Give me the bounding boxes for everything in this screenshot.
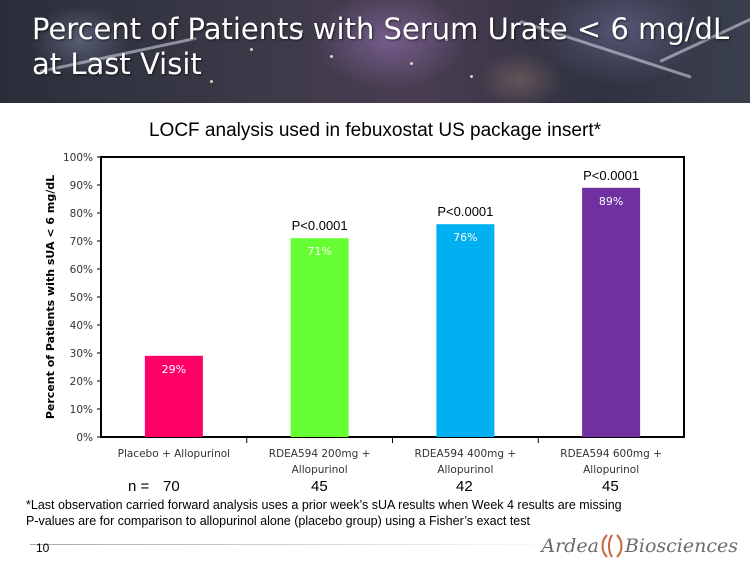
y-tick-label: 10% <box>70 404 93 416</box>
slide-number: 10 <box>36 541 50 555</box>
y-tick-label: 50% <box>70 292 93 304</box>
bar-data-label: 29% <box>162 363 186 376</box>
x-category-label: Placebo + Allopurinol <box>118 448 230 460</box>
banner-dot <box>250 48 253 51</box>
logo-text-left: Ardea <box>541 535 599 557</box>
footnote-pvalues: P-values are for comparison to allopurin… <box>26 514 530 528</box>
bar <box>144 355 203 437</box>
x-category-label: RDEA594 400mg + <box>415 448 517 460</box>
bar-data-label: 76% <box>453 231 477 244</box>
n-value-200mg: 45 <box>311 478 328 495</box>
banner-dot <box>210 80 213 83</box>
y-tick-label: 70% <box>70 236 93 248</box>
footer-divider <box>30 544 570 545</box>
y-tick-label: 0% <box>76 432 93 444</box>
footnotes: *Last observation carried forward analys… <box>26 497 736 529</box>
x-category-label: Allopurinol <box>292 464 348 476</box>
x-category-label: Allopurinol <box>583 464 639 476</box>
x-category-label: RDEA594 600mg + <box>560 448 662 460</box>
y-tick-label: 30% <box>70 348 93 360</box>
x-category-label: RDEA594 200mg + <box>269 448 371 460</box>
y-tick-label: 20% <box>70 376 93 388</box>
x-category-label: Allopurinol <box>437 464 493 476</box>
chart-subtitle: LOCF analysis used in febuxostat US pack… <box>148 120 601 141</box>
banner-dot <box>300 30 303 33</box>
bar <box>582 187 641 437</box>
footnote-locf: *Last observation carried forward analys… <box>26 498 622 512</box>
bar <box>290 238 349 437</box>
y-tick-label: 100% <box>63 152 93 164</box>
p-value-label: P<0.0001 <box>437 204 493 219</box>
slide-title: Percent of Patients with Serum Urate < 6… <box>32 12 730 81</box>
title-banner: Percent of Patients with Serum Urate < 6… <box>0 0 750 103</box>
y-tick-label: 60% <box>70 264 93 276</box>
banner-dot <box>330 55 333 58</box>
banner-dot <box>445 38 448 41</box>
n-value-600mg: 45 <box>602 478 619 495</box>
p-value-label: P<0.0001 <box>583 168 639 183</box>
banner-dot <box>410 62 413 65</box>
n-label: n = <box>128 478 150 495</box>
y-axis-title: Percent of Patients with sUA < 6 mg/dL <box>44 175 57 419</box>
n-value-400mg: 42 <box>456 478 473 495</box>
bar-data-label: 71% <box>307 245 331 258</box>
banner-dot <box>470 75 473 78</box>
y-tick-label: 90% <box>70 180 93 192</box>
n-value-placebo: 70 <box>163 478 180 495</box>
logo-text-right: Biosciences <box>624 535 738 557</box>
banner-dot <box>360 25 363 28</box>
p-value-label: P<0.0001 <box>292 218 348 233</box>
logo-mark-icon <box>601 534 623 558</box>
company-logo: Ardea Biosciences <box>541 533 738 559</box>
bar-data-label: 89% <box>599 195 623 208</box>
y-tick-label: 40% <box>70 320 93 332</box>
bar <box>436 224 495 437</box>
y-tick-label: 80% <box>70 208 93 220</box>
